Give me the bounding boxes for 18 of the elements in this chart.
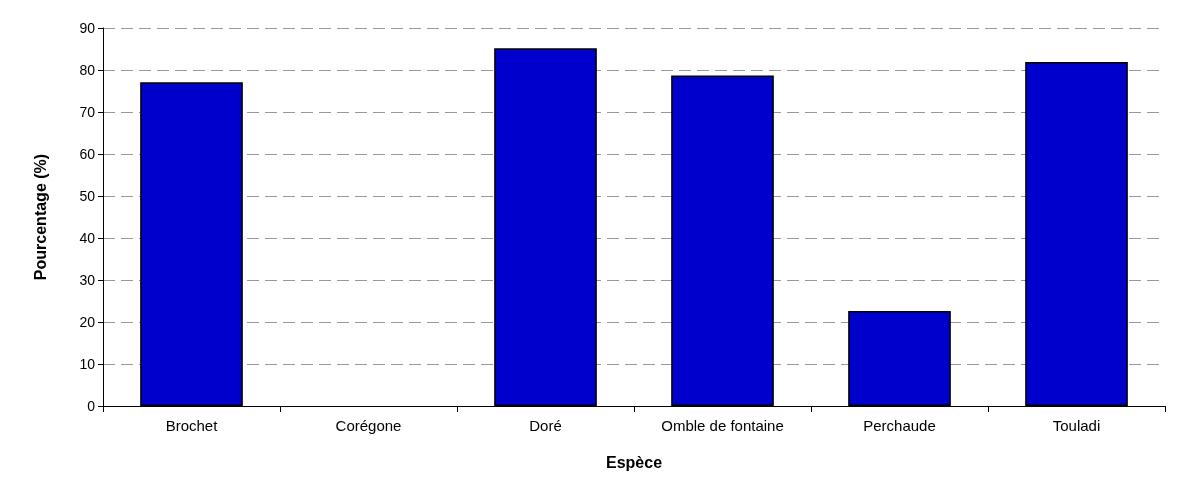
y-tick-label: 80 xyxy=(79,62,96,78)
x-axis-title: Espèce xyxy=(605,453,663,471)
y-tick-label: 30 xyxy=(79,272,96,288)
y-tick-label: 50 xyxy=(79,188,96,204)
y-axis-title: Pourcentage (%) xyxy=(31,153,49,281)
x-tick-label: Brochet xyxy=(165,417,219,434)
x-tick-label: Touladi xyxy=(1052,417,1101,434)
y-tick-label: 70 xyxy=(79,104,96,120)
x-tick-label: Corégone xyxy=(335,417,402,434)
y-tick-label: 60 xyxy=(79,146,96,162)
y-tick-label: 20 xyxy=(79,314,96,330)
x-tick-label: Omble de fontaine xyxy=(661,417,784,434)
y-tick-label: 40 xyxy=(79,230,96,246)
y-tick-label: 10 xyxy=(79,356,96,372)
x-tick-label: Doré xyxy=(529,417,562,434)
x-tick-label: Perchaude xyxy=(863,417,936,434)
y-tick-label: 0 xyxy=(87,398,96,414)
y-tick-label: 90 xyxy=(79,20,96,36)
